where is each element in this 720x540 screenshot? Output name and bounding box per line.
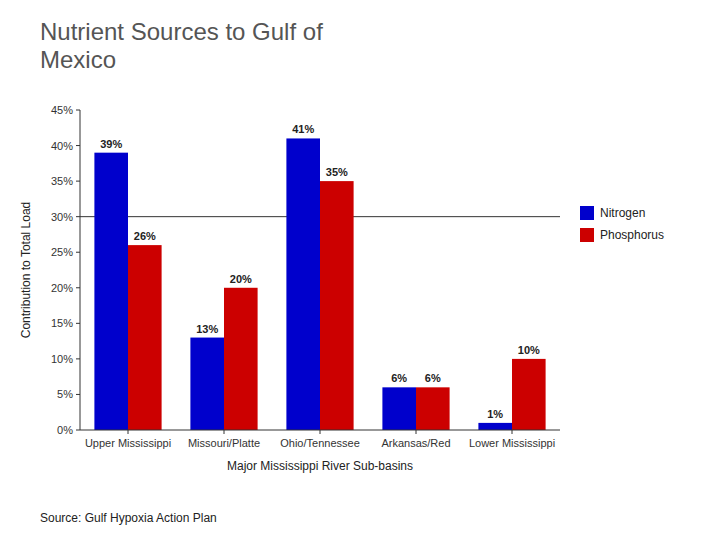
bar <box>512 359 546 430</box>
y-tick <box>76 181 80 182</box>
x-tick-label: Lower Mississippi <box>469 437 555 449</box>
data-label: 35% <box>326 166 348 178</box>
x-tick-label: Missouri/Platte <box>188 437 260 449</box>
y-tick <box>76 110 80 111</box>
legend-swatch <box>580 206 594 220</box>
legend-label: Nitrogen <box>600 206 645 220</box>
y-tick <box>76 145 80 146</box>
annotation: Source: Gulf Hypoxia Action Plan <box>40 511 217 525</box>
y-tick-label: 45% <box>51 104 73 116</box>
bar <box>416 387 450 430</box>
bar <box>478 423 512 430</box>
x-tick <box>128 430 129 434</box>
y-tick <box>76 287 80 288</box>
data-label: 10% <box>518 344 540 356</box>
x-tick-label: Ohio/Tennessee <box>280 437 360 449</box>
data-label: 41% <box>292 123 314 135</box>
y-tick-label: 20% <box>51 282 73 294</box>
y-tick <box>76 394 80 395</box>
bar <box>190 338 224 430</box>
bar <box>128 245 162 430</box>
x-axis-label: Major Mississippi River Sub-basins <box>227 459 413 473</box>
data-label: 6% <box>425 372 441 384</box>
title: Nutrient Sources to Gulf ofMexico <box>40 18 323 73</box>
y-tick-label: 5% <box>57 388 73 400</box>
x-tick <box>320 430 321 434</box>
y-tick-label: 40% <box>51 140 73 152</box>
bar <box>94 153 128 430</box>
bar <box>382 387 416 430</box>
title-line: Mexico <box>40 46 116 73</box>
title-line: Nutrient Sources to Gulf of <box>40 18 323 45</box>
bar <box>320 181 354 430</box>
y-tick <box>76 216 80 217</box>
y-tick-label: 30% <box>51 211 73 223</box>
x-tick <box>416 430 417 434</box>
plot-area <box>80 138 560 430</box>
legend-label: Phosphorus <box>600 228 664 242</box>
y-tick-label: 15% <box>51 317 73 329</box>
x-tick <box>224 430 225 434</box>
x-tick <box>512 430 513 434</box>
data-label: 39% <box>100 138 122 150</box>
y-tick <box>76 430 80 431</box>
chart: Nutrient Sources to Gulf ofMexico 39% 13% 4… <box>0 0 720 540</box>
data-label: 6% <box>391 372 407 384</box>
y-tick <box>76 323 80 324</box>
y-tick-label: 25% <box>51 246 73 258</box>
y-axis-label: Contribution to Total Load <box>19 202 33 339</box>
data-label: 13% <box>196 323 218 335</box>
y-tick <box>76 358 80 359</box>
bar <box>224 288 258 430</box>
y-axis-line <box>80 110 81 430</box>
legend: Nitrogen Phosphorus <box>580 206 664 242</box>
y-tick-label: 35% <box>51 175 73 187</box>
data-label: 26% <box>134 230 156 242</box>
bar <box>286 138 320 430</box>
data-label: 20% <box>230 273 252 285</box>
legend-swatch <box>580 228 594 242</box>
y-tick-label: 10% <box>51 353 73 365</box>
y-tick-label: 0% <box>57 424 73 436</box>
y-tick <box>76 252 80 253</box>
x-tick-label: Arkansas/Red <box>381 437 450 449</box>
data-label: 1% <box>487 408 503 420</box>
x-tick-label: Upper Mississippi <box>85 437 171 449</box>
